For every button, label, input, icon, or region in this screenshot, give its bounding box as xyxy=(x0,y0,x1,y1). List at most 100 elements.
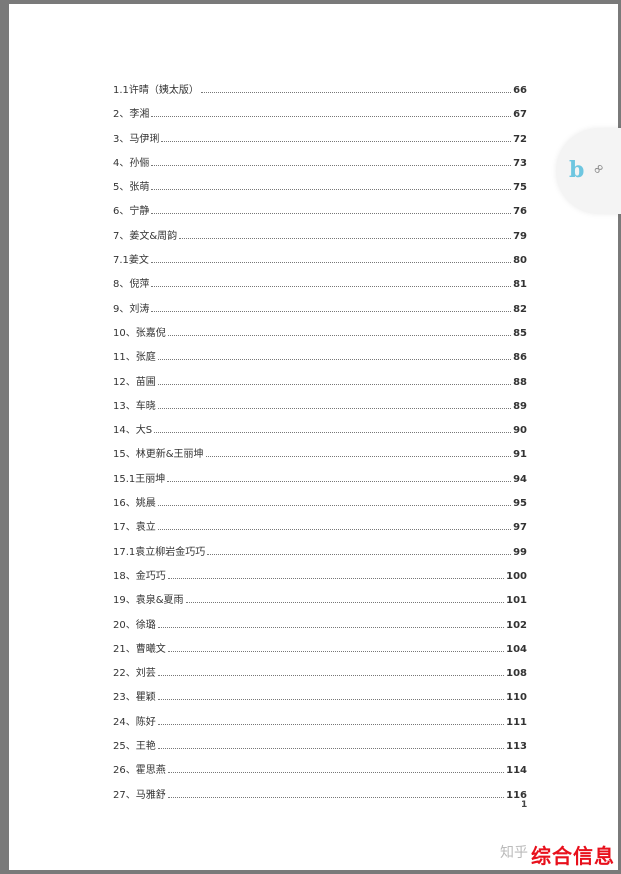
toc-label: 21、曹曦文 xyxy=(113,643,166,655)
toc-page: 72 xyxy=(513,133,527,145)
toc-entry[interactable]: 11、张庭 86 xyxy=(113,348,527,372)
toc-page: 108 xyxy=(506,668,527,680)
toc-entry[interactable]: 9、刘涛 82 xyxy=(113,300,527,324)
toc-page: 75 xyxy=(513,182,527,194)
leader-dots xyxy=(200,92,512,93)
toc-label: 23、瞿颖 xyxy=(113,692,156,704)
toc-page: 91 xyxy=(513,449,527,461)
page-number: 1 xyxy=(521,800,528,810)
toc-label: 20、徐璐 xyxy=(113,619,156,631)
toc-entry[interactable]: 1.1许晴（姨太版） 66 xyxy=(113,81,527,105)
toc-entry[interactable]: 21、曹曦文 104 xyxy=(113,640,527,664)
toc-label: 22、刘芸 xyxy=(113,668,156,680)
toc-entry[interactable]: 12、苗圃 88 xyxy=(113,373,527,397)
leader-dots xyxy=(167,796,505,798)
toc-entry[interactable]: 7.1姜文 80 xyxy=(113,251,527,275)
toc-entry[interactable]: 23、瞿颖 110 xyxy=(113,688,527,712)
toc-label: 7、姜文&周韵 xyxy=(113,230,178,242)
toc-page: 81 xyxy=(513,279,527,291)
toc-page: 113 xyxy=(506,741,527,753)
leader-dots xyxy=(207,553,512,555)
toc-entry[interactable]: 4、孙俪 73 xyxy=(113,154,527,178)
toc-label: 8、倪萍 xyxy=(113,279,150,291)
toc-entry[interactable]: 2、李湘 67 xyxy=(113,105,527,129)
toc-label: 19、袁泉&夏雨 xyxy=(113,595,184,607)
leader-dots xyxy=(167,650,505,652)
toc-entry[interactable]: 13、车晓 89 xyxy=(113,397,527,421)
leader-dots xyxy=(157,529,512,531)
floating-toolbar[interactable]: b ∞ xyxy=(556,128,621,214)
toc-entry[interactable]: 5、张萌 75 xyxy=(113,178,527,202)
toc-label: 11、张庭 xyxy=(113,352,156,364)
leader-dots xyxy=(157,699,505,701)
leader-dots xyxy=(151,310,512,312)
toc-page: 67 xyxy=(513,109,527,121)
toc-entry[interactable]: 24、陈好 111 xyxy=(113,713,527,737)
toc-entry[interactable]: 17、袁立 97 xyxy=(113,518,527,542)
toc-entry[interactable]: 20、徐璐 102 xyxy=(113,616,527,640)
toc-page: 82 xyxy=(513,303,527,315)
toc-page: 85 xyxy=(513,327,527,339)
leader-dots xyxy=(157,723,505,725)
watermark-site: 知乎 xyxy=(500,845,528,861)
toc-entry[interactable]: 26、霍思燕 114 xyxy=(113,761,527,785)
toc-entry[interactable]: 25、王艳 113 xyxy=(113,737,527,761)
toc-page: 79 xyxy=(513,230,527,242)
watermark-brand: 综合信息 xyxy=(531,844,615,868)
toc-entry[interactable]: 18、金巧巧 100 xyxy=(113,567,527,591)
toc-page: 90 xyxy=(513,425,527,437)
toc-label: 10、张嘉倪 xyxy=(113,327,166,339)
toc-entry[interactable]: 27、马雅舒 116 xyxy=(113,786,527,810)
toc-page: 86 xyxy=(513,352,527,364)
leader-dots xyxy=(157,359,512,361)
toc-page: 104 xyxy=(506,643,527,655)
toc-label: 26、霍思燕 xyxy=(113,765,166,777)
leader-dots xyxy=(151,164,512,166)
toc-entry[interactable]: 19、袁泉&夏雨 101 xyxy=(113,591,527,615)
toc-entry[interactable]: 16、姚晨 95 xyxy=(113,494,527,518)
toc-entry[interactable]: 22、刘芸 108 xyxy=(113,664,527,688)
toc-page: 99 xyxy=(513,546,527,558)
leader-dots xyxy=(167,480,512,482)
toc-page: 73 xyxy=(513,157,527,169)
toc-label: 13、车晓 xyxy=(113,400,156,412)
toc-entry[interactable]: 7、姜文&周韵 79 xyxy=(113,227,527,251)
toc-entry[interactable]: 10、张嘉倪 85 xyxy=(113,324,527,348)
toc-label: 6、宁静 xyxy=(113,206,150,218)
leader-dots xyxy=(151,286,512,288)
toc-label: 14、大S xyxy=(113,425,153,437)
b-logo-icon[interactable]: b xyxy=(569,157,585,183)
toc-label: 17.1袁立柳岩金巧巧 xyxy=(113,546,206,558)
leader-dots xyxy=(157,407,512,409)
toc-entry[interactable]: 6、宁静 76 xyxy=(113,202,527,226)
toc-label: 18、金巧巧 xyxy=(113,570,166,582)
toc-entry[interactable]: 15.1王丽坤 94 xyxy=(113,470,527,494)
toc-entry[interactable]: 3、马伊琍 72 xyxy=(113,130,527,154)
leader-dots xyxy=(157,675,505,677)
link-icon[interactable]: ∞ xyxy=(589,159,609,179)
toc-page: 66 xyxy=(513,85,527,96)
leader-dots xyxy=(151,213,512,215)
toc-label: 25、王艳 xyxy=(113,741,156,753)
leader-dots xyxy=(157,626,505,628)
toc-label: 1.1许晴（姨太版） xyxy=(113,85,199,96)
toc-label: 17、袁立 xyxy=(113,522,156,534)
toc-label: 4、孙俪 xyxy=(113,157,150,169)
toc-label: 7.1姜文 xyxy=(113,255,149,267)
toc-entry[interactable]: 15、林更新&王丽坤 91 xyxy=(113,445,527,469)
toc-label: 16、姚晨 xyxy=(113,498,156,510)
toc-page: 94 xyxy=(513,473,527,485)
toc-label: 15.1王丽坤 xyxy=(113,473,166,485)
document-page: 1.1许晴（姨太版） 66 2、李湘 67 3、马伊琍 72 4、孙俪 73 5、张萌 75 6、宁… xyxy=(9,4,618,870)
toc-label: 27、马雅舒 xyxy=(113,789,166,801)
toc-entry[interactable]: 14、大S 90 xyxy=(113,421,527,445)
toc-entry[interactable]: 17.1袁立柳岩金巧巧 99 xyxy=(113,543,527,567)
toc-page: 114 xyxy=(506,765,527,777)
table-of-contents: 1.1许晴（姨太版） 66 2、李湘 67 3、马伊琍 72 4、孙俪 73 5、张萌 75 6、宁… xyxy=(113,81,527,810)
toc-page: 102 xyxy=(506,619,527,631)
toc-label: 3、马伊琍 xyxy=(113,133,160,145)
toc-entry[interactable]: 8、倪萍 81 xyxy=(113,275,527,299)
toc-label: 9、刘涛 xyxy=(113,303,150,315)
toc-page: 100 xyxy=(506,570,527,582)
leader-dots xyxy=(167,334,512,336)
